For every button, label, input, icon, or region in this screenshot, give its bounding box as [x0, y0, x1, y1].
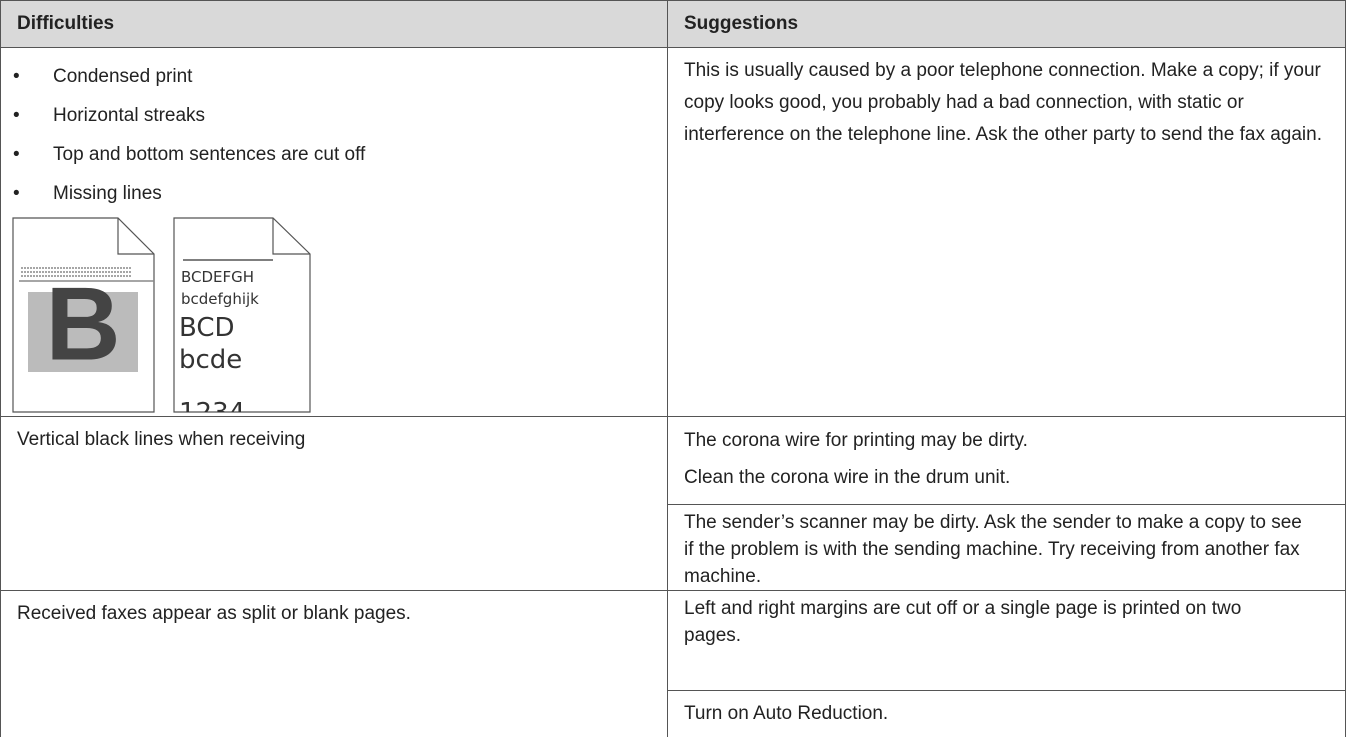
- cell: The corona wire for printing may be dirt…: [667, 416, 1346, 504]
- cell: • Condensed print • Horizontal streaks • To…: [0, 47, 667, 416]
- cell: Left and right margins are cut off or a …: [667, 590, 1346, 690]
- bullet-text: Condensed print: [53, 66, 193, 87]
- bullet-text: Horizontal streaks: [53, 105, 206, 126]
- header-text: Difficulties: [17, 13, 115, 34]
- suggestion-text: The corona wire for printing may be dirt…: [684, 430, 1028, 451]
- difficulty-text: Vertical black lines when receiving: [17, 429, 306, 450]
- difficulty-text: Received faxes appear as split or blank …: [17, 603, 411, 624]
- illustration-text: bcdefghijk: [181, 290, 259, 308]
- cell: The sender’s scanner may be dirty. Ask t…: [667, 504, 1346, 590]
- header-cell: Suggestions: [667, 0, 1346, 47]
- suggestion-text: This is usually caused by a poor telepho…: [684, 60, 1322, 145]
- cell: This is usually caused by a poor telepho…: [667, 47, 1346, 416]
- bullet: •: [13, 144, 20, 165]
- bullet: •: [13, 105, 20, 126]
- bullet: •: [13, 66, 20, 87]
- bullet-text: Top and bottom sentences are cut off: [53, 144, 366, 165]
- suggestion-text: Clean the corona wire in the drum unit.: [684, 467, 1011, 488]
- cell: Turn on Auto Reduction.: [667, 690, 1346, 737]
- illustration-text: BCDEFGH: [181, 268, 254, 286]
- cell: Vertical black lines when receiving: [0, 416, 667, 590]
- illustration: B BCDEFGH bcdefghijk BCD bcde 1234: [12, 217, 311, 416]
- illustration-text: 1234: [179, 398, 245, 416]
- suggestion-text: Turn on Auto Reduction.: [684, 703, 889, 724]
- bullet-text: Missing lines: [53, 183, 162, 204]
- illustration-text: bcde: [179, 345, 242, 375]
- header-text: Suggestions: [684, 13, 799, 34]
- illustration-text: BCD: [179, 313, 235, 343]
- illustration-text: B: [45, 266, 120, 382]
- cell: Received faxes appear as split or blank …: [0, 590, 667, 737]
- header-cell: Difficulties: [0, 0, 667, 47]
- suggestion-text: The sender’s scanner may be dirty. Ask t…: [684, 512, 1302, 587]
- bullet: •: [13, 183, 20, 204]
- suggestion-text: Left and right margins are cut off or a …: [684, 598, 1242, 646]
